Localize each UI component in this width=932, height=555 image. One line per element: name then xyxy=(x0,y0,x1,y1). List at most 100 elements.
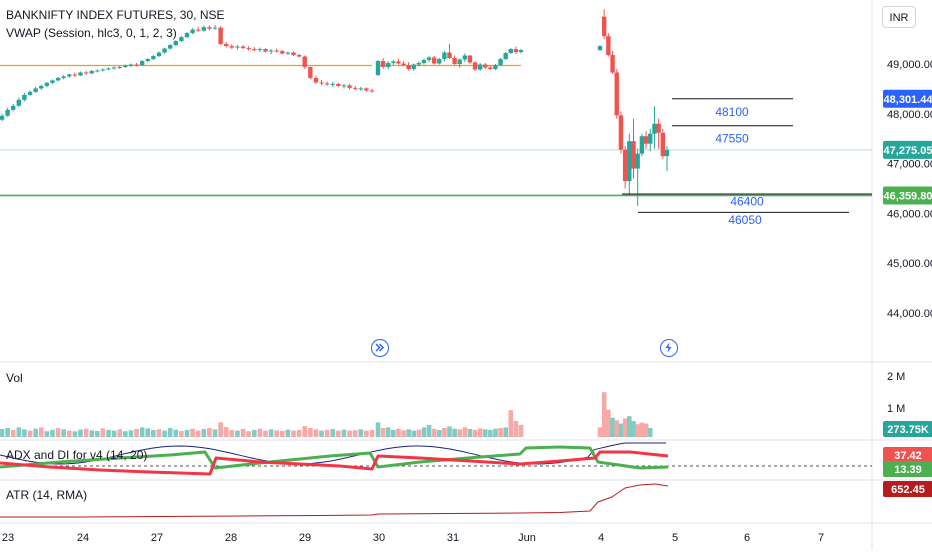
time-tick-label: 29 xyxy=(299,532,311,544)
volume-bar xyxy=(207,428,212,437)
symbol-title[interactable]: BANKNIFTY INDEX FUTURES, 30, NSE xyxy=(6,8,225,22)
candle-body xyxy=(162,48,167,53)
candle xyxy=(319,79,324,86)
atr-legend[interactable]: ATR (14, RMA) xyxy=(6,488,88,502)
candle-body xyxy=(601,16,607,37)
volume-bar xyxy=(631,421,636,437)
candle xyxy=(184,32,190,39)
volume-bar xyxy=(22,429,27,437)
candle xyxy=(83,70,89,75)
volume-bar xyxy=(128,430,134,437)
candle xyxy=(274,48,279,53)
candle-body xyxy=(635,153,640,169)
volume-bar xyxy=(513,421,519,437)
candle-body xyxy=(111,67,117,69)
candle xyxy=(610,51,615,74)
candle-body xyxy=(618,115,624,150)
di-minus-line xyxy=(0,450,669,476)
candle xyxy=(477,63,483,71)
candle xyxy=(352,85,358,91)
candle xyxy=(252,47,257,52)
candle xyxy=(472,61,478,71)
candle-body xyxy=(212,27,218,29)
candle-body xyxy=(5,109,10,116)
price-tag xyxy=(883,186,932,205)
volume-bar xyxy=(162,430,167,437)
candle xyxy=(631,118,636,179)
volume-tag xyxy=(883,421,932,437)
candle xyxy=(513,46,519,55)
candle xyxy=(639,133,645,157)
volume-bar xyxy=(643,423,649,437)
lightning-icon[interactable] xyxy=(660,339,678,357)
price-tick-label: 49,000.00 xyxy=(887,59,932,71)
candle xyxy=(396,58,401,65)
volume-bar xyxy=(16,427,22,437)
candle xyxy=(627,133,632,196)
candle xyxy=(100,68,106,72)
candle-body xyxy=(128,64,134,66)
candle xyxy=(457,58,462,68)
candle xyxy=(313,75,319,84)
candle-body xyxy=(652,123,657,134)
volume-bar xyxy=(421,427,427,437)
candle-body xyxy=(72,74,78,76)
volume-bar xyxy=(251,429,257,437)
volume-bar xyxy=(285,429,291,437)
candle-body xyxy=(313,77,319,83)
candle-body xyxy=(274,50,279,52)
volume-legend[interactable]: Vol xyxy=(6,371,23,385)
price-tick-label: 47,000.00 xyxy=(887,159,932,171)
candle-body xyxy=(67,74,72,77)
volume-tick-label: 2 M xyxy=(887,371,905,383)
candle-body xyxy=(488,67,493,69)
candle xyxy=(493,64,498,70)
vwap-legend[interactable]: VWAP (Session, hlc3, 0, 1, 2, 3) xyxy=(6,26,177,40)
volume-bar xyxy=(274,430,279,437)
candle-body xyxy=(27,91,33,95)
volume-bar xyxy=(218,422,223,437)
volume-bar xyxy=(396,428,401,437)
time-tick-label: 24 xyxy=(77,532,89,544)
candle-body xyxy=(235,46,240,48)
fast-forward-icon[interactable] xyxy=(371,339,389,357)
candle xyxy=(106,67,111,71)
volume-bar xyxy=(111,430,117,437)
time-tick-label: Jun xyxy=(518,532,536,544)
candle-body xyxy=(190,29,195,34)
candle-body xyxy=(597,46,603,51)
volume-bar xyxy=(72,431,78,437)
candle xyxy=(483,63,488,69)
volume-bar xyxy=(268,429,274,437)
adx-legend[interactable]: ADX and DI for v4 (14, 20) xyxy=(6,448,148,462)
candle-body xyxy=(375,61,381,75)
candle-body xyxy=(151,56,156,60)
candle xyxy=(190,28,195,35)
candle xyxy=(416,61,422,67)
candle-body xyxy=(201,27,207,31)
candle xyxy=(369,88,375,93)
volume-bar xyxy=(151,429,156,437)
candle xyxy=(111,66,117,70)
volume-bar xyxy=(296,429,302,437)
candle xyxy=(622,146,628,189)
candle xyxy=(285,51,291,56)
candle xyxy=(263,48,268,53)
time-tick-label: 27 xyxy=(151,532,163,544)
volume-bar xyxy=(477,428,483,437)
volume-bar xyxy=(503,427,508,437)
candle-body xyxy=(648,133,653,144)
candle-body xyxy=(447,52,452,59)
candle xyxy=(652,106,657,149)
candle-body xyxy=(396,61,401,64)
candle-body xyxy=(246,48,251,50)
price-tick-label: 44,000.00 xyxy=(887,308,932,320)
price-tick-label: 48,000.00 xyxy=(887,109,932,121)
candle-body xyxy=(406,64,411,69)
candle xyxy=(95,69,100,73)
volume-bar xyxy=(106,429,111,437)
currency-selector[interactable]: INR xyxy=(882,6,916,28)
volume-bar xyxy=(324,429,330,437)
